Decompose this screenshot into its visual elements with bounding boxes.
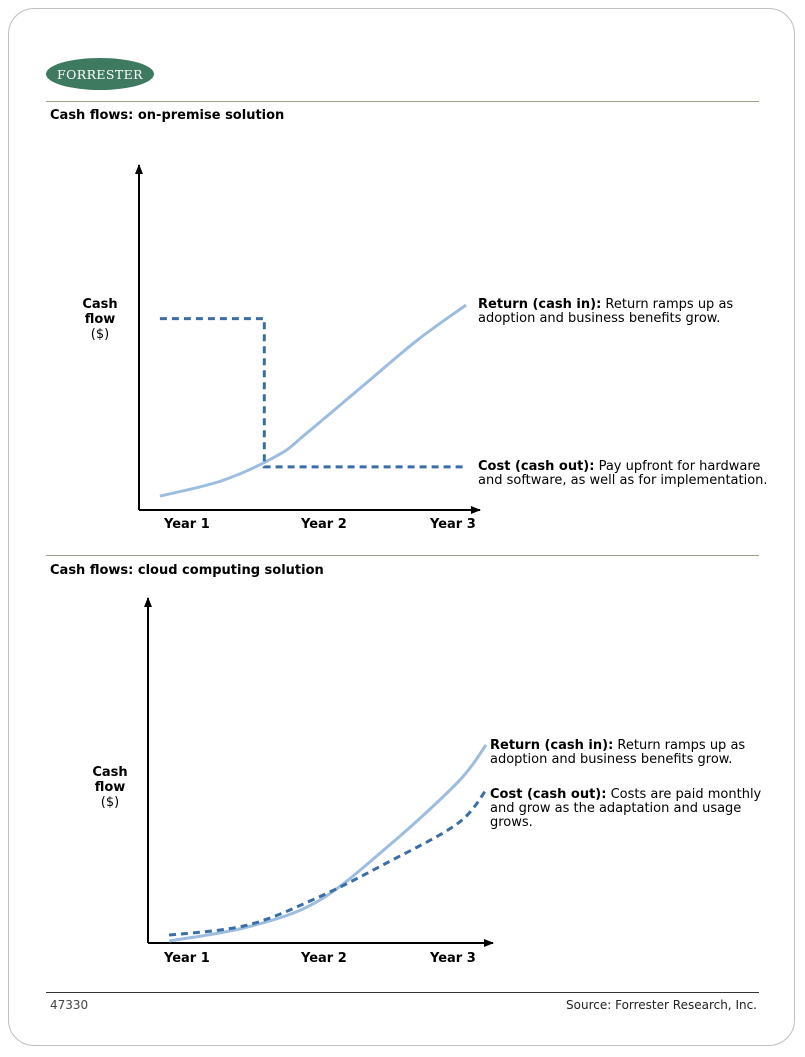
chart2-y-axis-label: Cash flow ($) [78,765,142,810]
chart1-return-label: Return (cash in): [478,297,602,312]
chart1-cost-label: Cost (cash out): [478,459,595,474]
chart-marks [135,164,494,947]
chart1-cost-annotation: Cost (cash out): Pay upfront for hardwar… [478,460,768,488]
chart1-title: Cash flows: on-premise solution [50,108,285,123]
chart1-return-text2: adoption and business benefits grow. [478,311,721,326]
chart2-cost-text2: and grow as the adaptation and usage [490,801,742,816]
chart1-return-annotation: Return (cash in): Return ramps up as ado… [478,298,733,326]
chart2-ylabel-main: Cash flow [92,765,128,795]
chart1-cost-text2: and software, as well as for implementat… [478,473,768,488]
chart1-xtick-year1: Year 1 [164,517,210,532]
chart2-return-annotation: Return (cash in): Return ramps up as ado… [490,739,745,767]
chart2-xtick-year3: Year 3 [430,951,476,966]
logo-text: FORRESTER [57,66,143,82]
chart2-return-text1: Return ramps up as [613,738,746,753]
forrester-logo: FORRESTER [46,58,154,90]
chart2-xtick-year1: Year 1 [164,951,210,966]
chart1-series-cost [159,317,467,469]
chart2-cost-text3: grows. [490,815,533,830]
chart2-cost-text1: Costs are paid monthly [606,787,762,802]
source-credit: Source: Forrester Research, Inc. [566,998,757,1012]
chart1-xtick-year2: Year 2 [301,517,347,532]
chart1-return-text1: Return ramps up as [601,297,734,312]
chart2-return-label: Return (cash in): [490,738,614,753]
chart1-ylabel-main: Cash flow [82,297,118,327]
chart1-y-axis-label: Cash flow ($) [68,297,132,342]
chart2-cost-label: Cost (cash out): [490,787,607,802]
chart2-cost-annotation: Cost (cash out): Costs are paid monthly … [490,788,761,830]
chart1-series-return [159,303,467,498]
section-divider-top [46,101,759,102]
chart2-return-text2: adoption and business benefits grow. [490,752,733,767]
figure-id: 47330 [50,998,89,1012]
chart1-cost-text1: Pay upfront for hardware [594,459,761,474]
chart1-ylabel-unit: ($) [90,327,110,342]
chart2-xtick-year2: Year 2 [301,951,347,966]
chart2-ylabel-unit: ($) [100,795,120,810]
section-divider-middle [46,555,759,556]
figure-card [8,8,795,1046]
chart1-xtick-year3: Year 3 [430,517,476,532]
chart2-series-return [168,744,488,943]
footer-divider [46,992,759,993]
chart2-series-cost [168,789,488,937]
chart2-title: Cash flows: cloud computing solution [50,563,324,578]
